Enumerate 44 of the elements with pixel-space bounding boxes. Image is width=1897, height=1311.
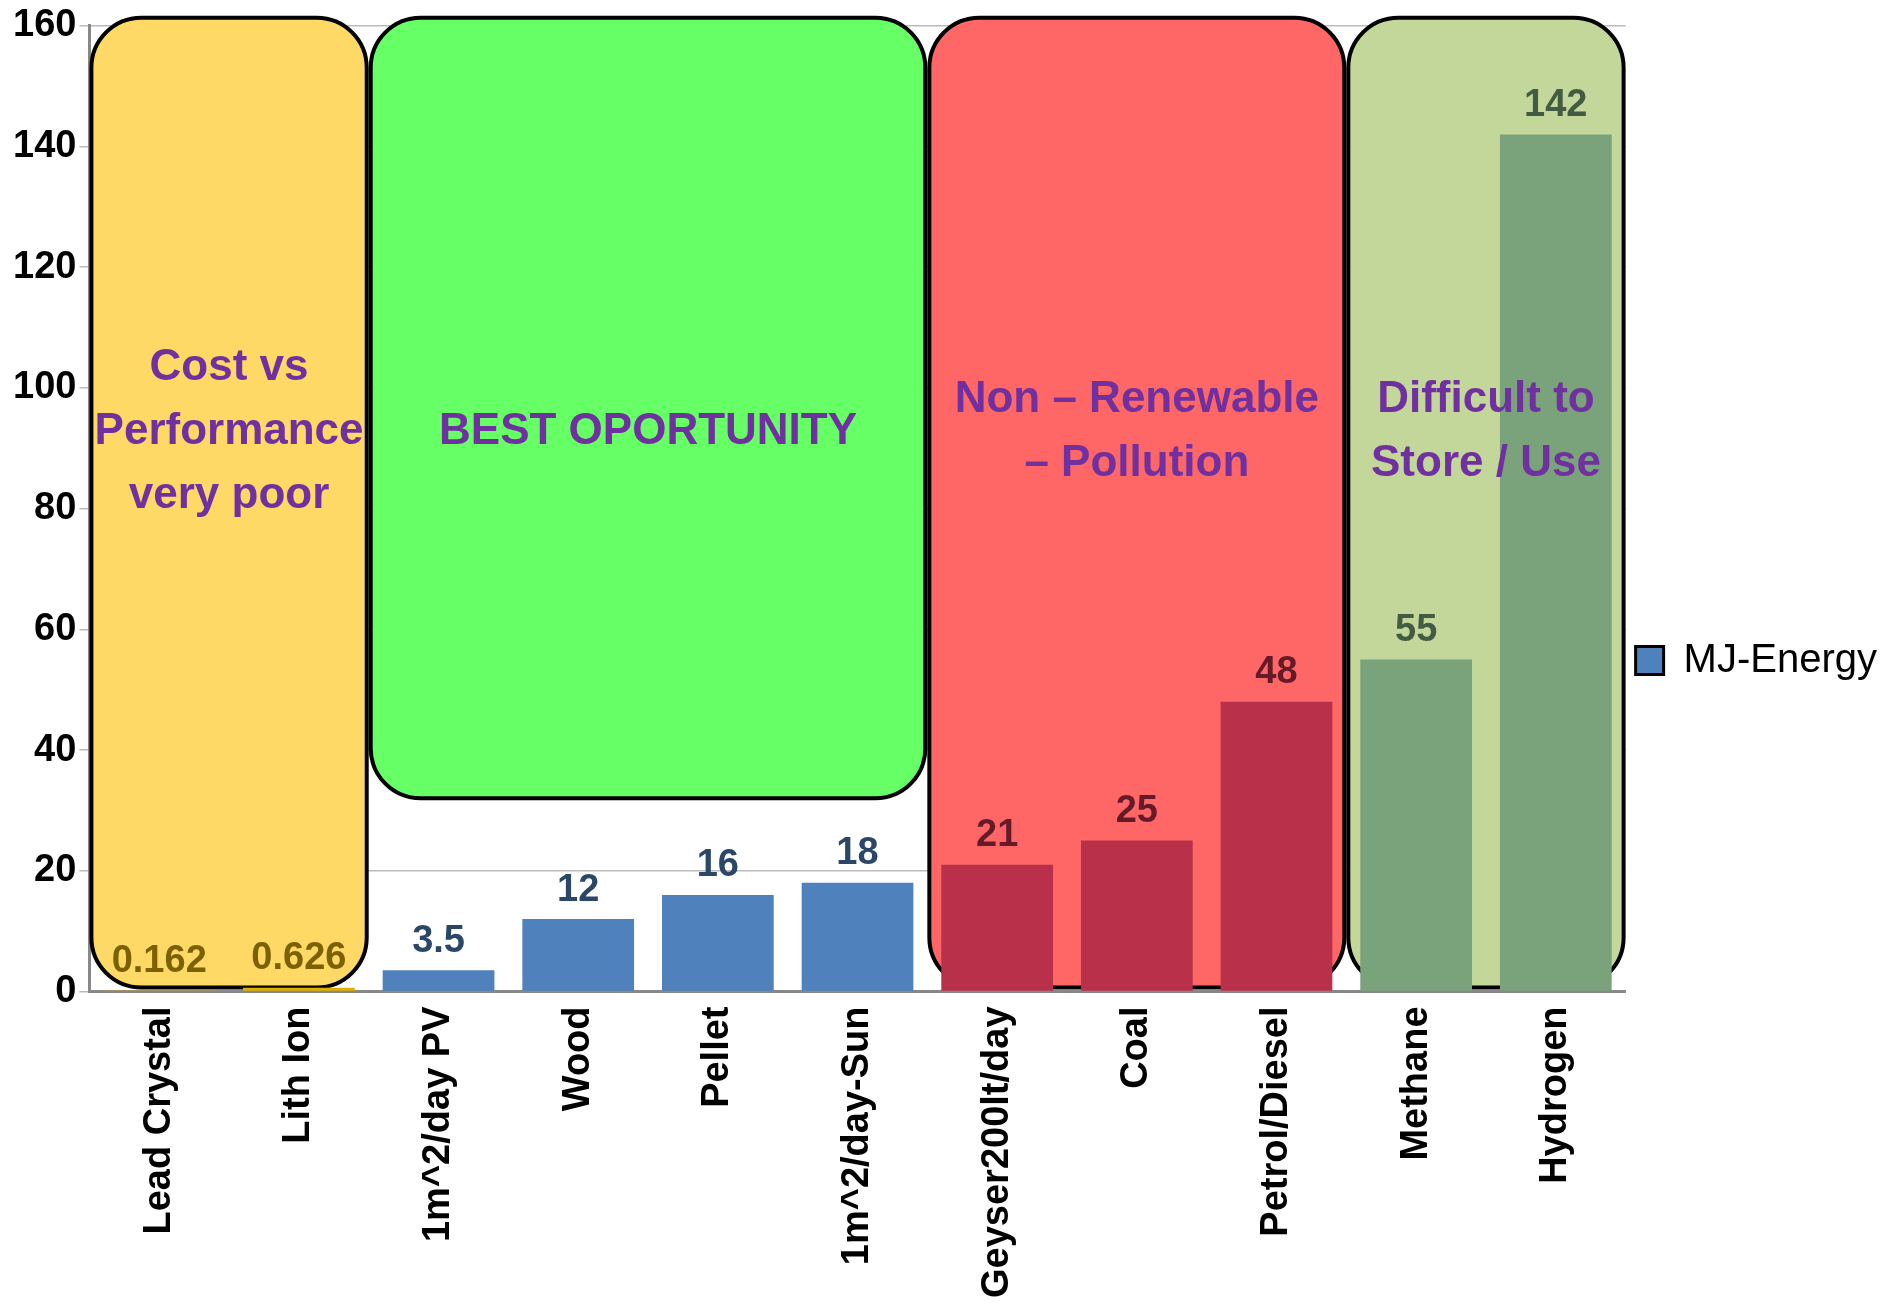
data-label: 142 bbox=[1524, 81, 1588, 124]
y-tick-label: 20 bbox=[34, 847, 77, 890]
data-label: 12 bbox=[557, 866, 600, 909]
y-tick-label: 120 bbox=[13, 243, 77, 286]
x-tick-label: Wood bbox=[554, 1006, 597, 1112]
x-tick-label: Geyser200lt/day bbox=[973, 1006, 1016, 1298]
x-tick-label: Lith Ion bbox=[275, 1006, 318, 1144]
x-tick-label: 1m^2/day PV bbox=[415, 1005, 458, 1243]
data-label: 25 bbox=[1115, 788, 1158, 831]
data-label: 0.626 bbox=[251, 935, 347, 978]
y-tick-label: 140 bbox=[13, 122, 77, 165]
bar bbox=[941, 864, 1054, 991]
bar bbox=[243, 987, 355, 991]
y-tick-label: 100 bbox=[13, 364, 77, 407]
band-label: BEST OPORTUNITY bbox=[439, 403, 858, 453]
band-label: Cost vs Performance very poor bbox=[94, 339, 364, 517]
data-label: 48 bbox=[1255, 649, 1298, 692]
x-tick-label: Pellet bbox=[694, 1006, 737, 1108]
x-tick-label: Petrol/Diesel bbox=[1252, 1006, 1295, 1237]
x-tick-label: Coal bbox=[1113, 1006, 1156, 1089]
bar bbox=[522, 919, 635, 991]
bar bbox=[1360, 659, 1472, 991]
data-label: 0.162 bbox=[111, 937, 207, 980]
data-label: 16 bbox=[696, 842, 739, 885]
y-tick-label: 60 bbox=[34, 605, 77, 648]
data-label: 3.5 bbox=[412, 917, 465, 960]
band-label: Non – Renewable – Pollution bbox=[954, 371, 1319, 485]
legend-label: MJ-Energy bbox=[1683, 635, 1878, 680]
data-label: 18 bbox=[836, 830, 879, 873]
data-label: 21 bbox=[976, 812, 1019, 855]
bar bbox=[661, 894, 774, 991]
y-tick-label: 40 bbox=[34, 726, 77, 769]
y-tick-label: 80 bbox=[34, 485, 77, 528]
data-label: 55 bbox=[1395, 607, 1438, 649]
x-tick-label: Methane bbox=[1392, 1006, 1435, 1161]
y-tick-label: 0 bbox=[55, 967, 77, 1010]
bar bbox=[1220, 701, 1333, 991]
x-tick-label: Lead Crystal bbox=[135, 1006, 178, 1235]
bar bbox=[1080, 840, 1193, 991]
bar bbox=[801, 882, 914, 991]
y-tick-label: 160 bbox=[13, 2, 77, 45]
x-tick-label: Hydrogen bbox=[1532, 1006, 1575, 1184]
x-tick-label: 1m^2/day-Sun bbox=[834, 1006, 876, 1266]
bar bbox=[382, 970, 495, 991]
